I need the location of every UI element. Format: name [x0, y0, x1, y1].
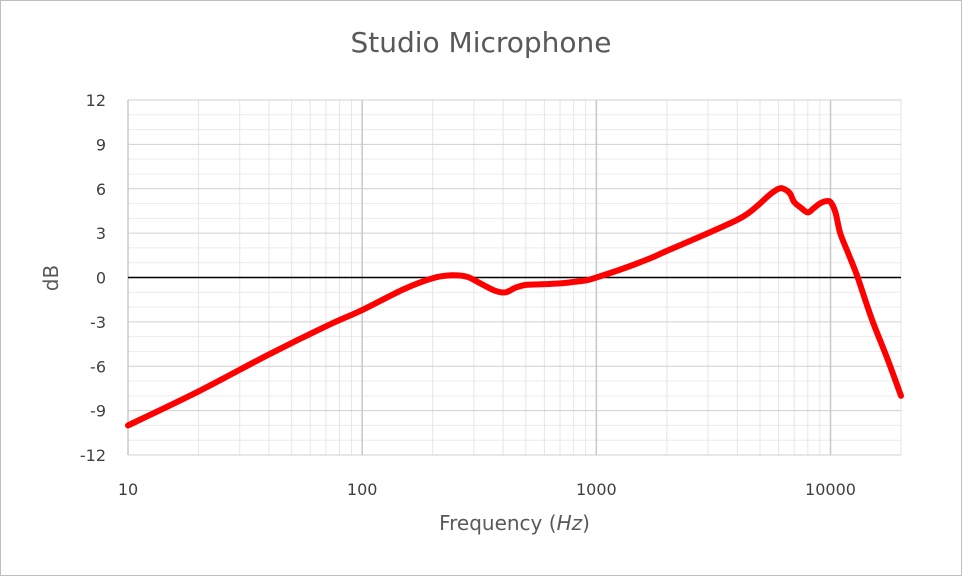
chart-title: Studio Microphone [350, 26, 612, 59]
y-axis-label: dB [39, 265, 63, 291]
y-tick-label: 12 [86, 91, 106, 110]
x-tick-label: 100 [347, 480, 378, 499]
y-tick-label: -3 [90, 313, 106, 332]
x-axis-label-text: Frequency [439, 511, 542, 535]
frequency-response-line [125, 185, 904, 429]
y-tick-label: -6 [90, 357, 106, 376]
x-tick-label: 10 [118, 480, 138, 499]
y-tick-labels: 12 9 6 3 0 -3 -6 -9 -12 [80, 91, 106, 465]
y-tick-label: 9 [96, 135, 106, 154]
x-tick-labels: 10 100 1000 10000 [118, 480, 856, 499]
y-tick-label: 3 [96, 224, 106, 243]
x-axis-unit: Hz [557, 511, 583, 535]
x-tick-label: 10000 [805, 480, 856, 499]
y-tick-label: 0 [96, 269, 106, 288]
x-axis-label: Frequency (Hz) [439, 511, 590, 535]
y-tick-label: -9 [90, 402, 106, 421]
y-tick-label: 6 [96, 180, 106, 199]
y-tick-label: -12 [80, 446, 106, 465]
x-tick-label: 1000 [576, 480, 617, 499]
